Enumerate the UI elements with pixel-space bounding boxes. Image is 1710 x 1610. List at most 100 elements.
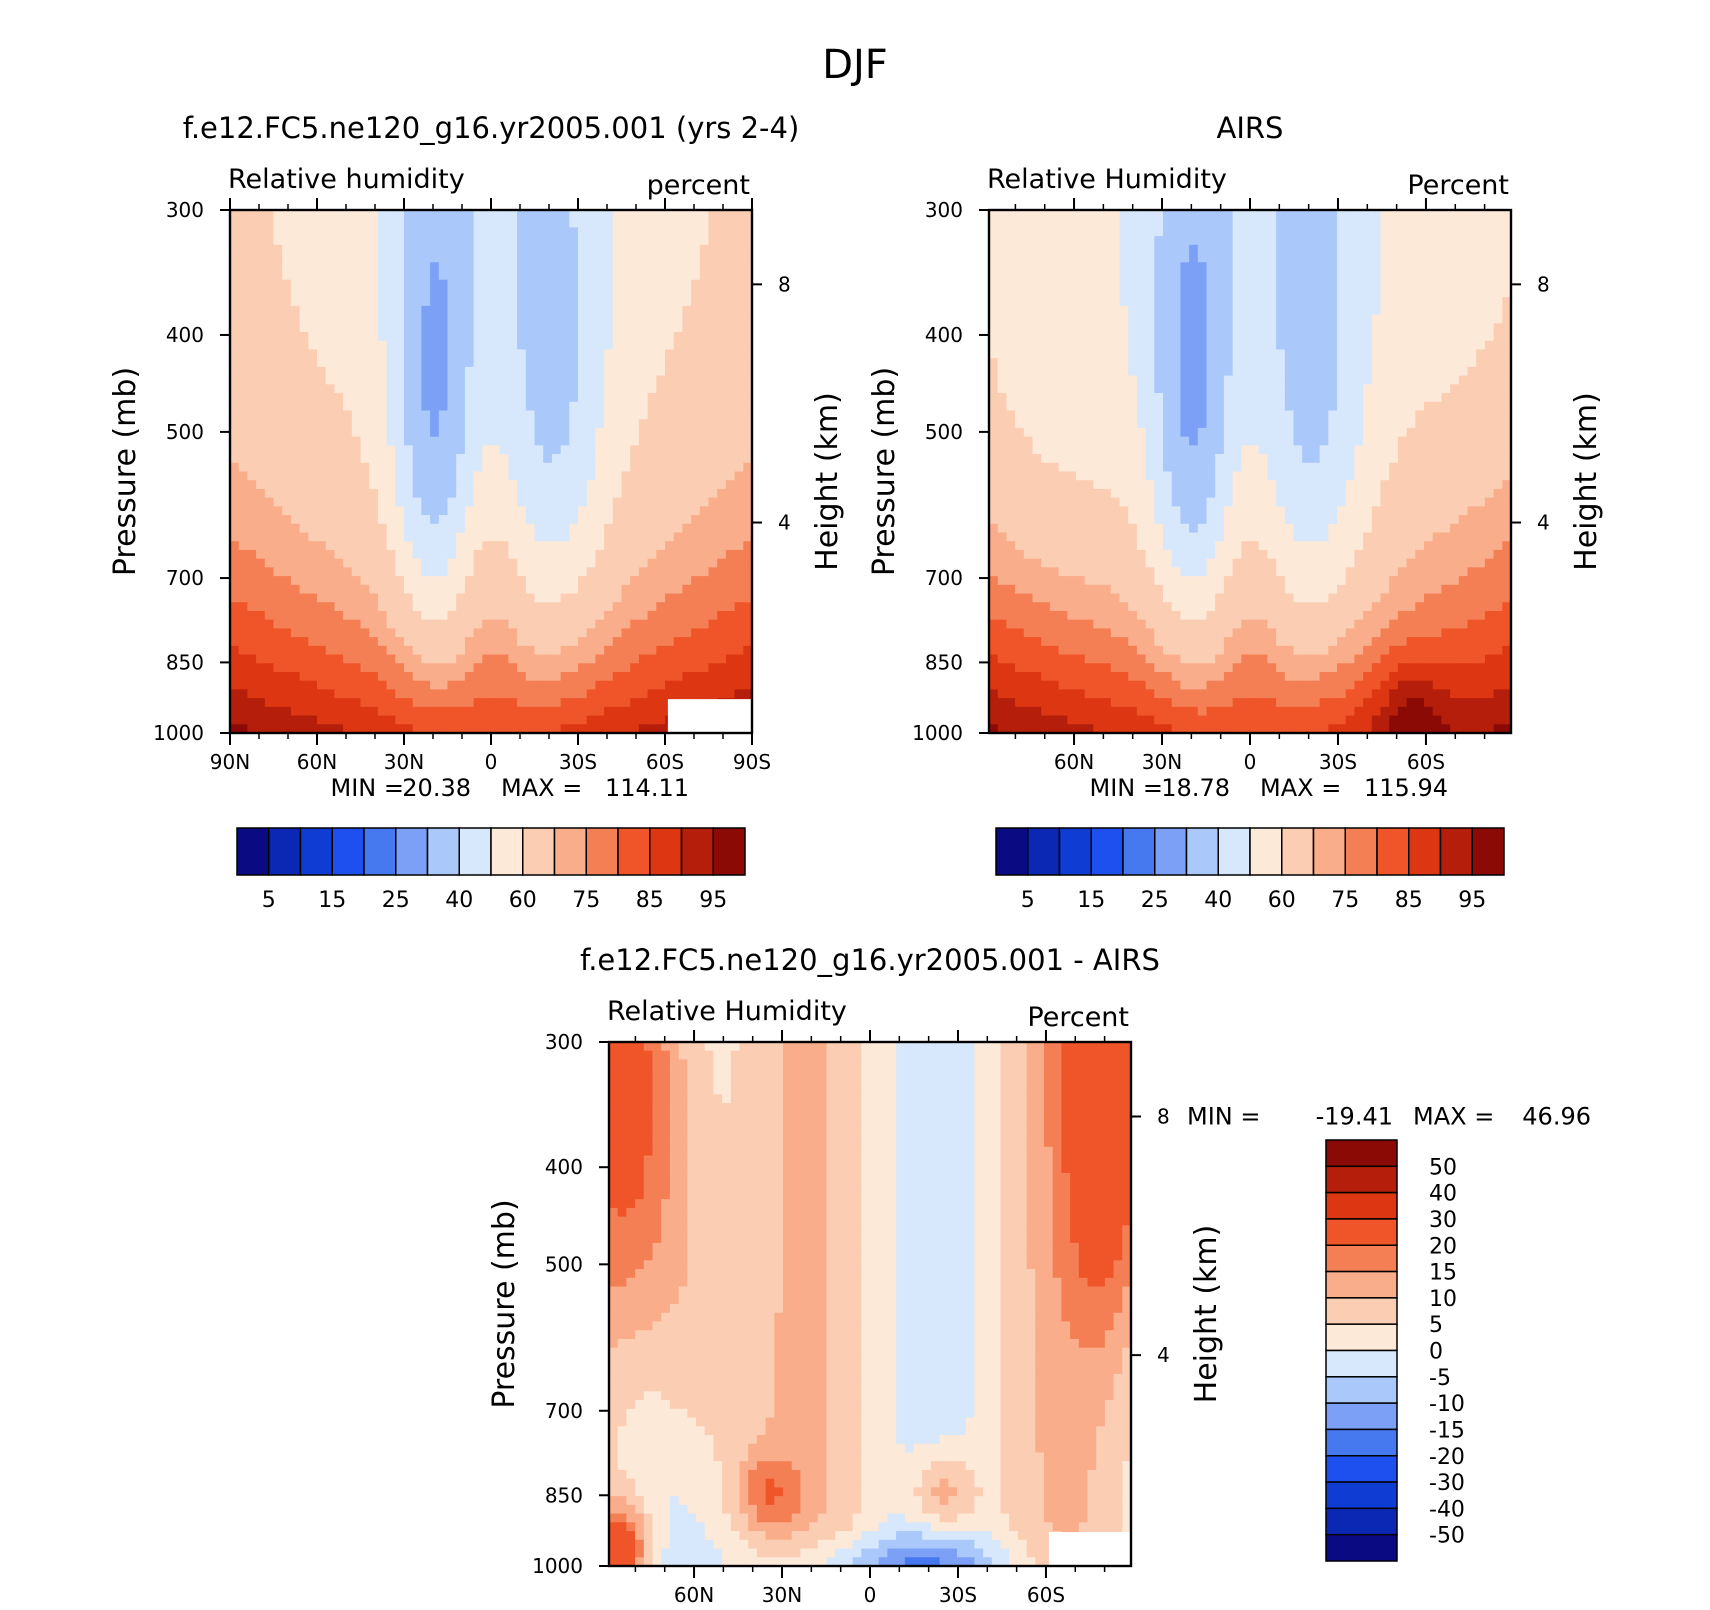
contour-cell — [438, 471, 449, 481]
contour-cell — [317, 549, 327, 560]
contour-cell — [395, 558, 405, 568]
contour-cell — [343, 689, 353, 699]
contour-cell — [491, 366, 501, 377]
contour-cell — [682, 462, 692, 473]
contour-cell — [1502, 210, 1512, 220]
contour-cell — [1458, 375, 1469, 385]
contour-cell — [604, 288, 614, 298]
contour-cell — [343, 541, 353, 551]
contour-cell — [691, 576, 701, 586]
contour-cell — [1363, 323, 1373, 333]
contour-cell — [273, 358, 283, 368]
contour-cell — [343, 401, 353, 412]
contour-cell — [351, 419, 362, 429]
contour-cell — [989, 332, 999, 342]
contour-cell — [325, 384, 335, 394]
contour-cell — [325, 558, 335, 568]
contour-cell — [1389, 253, 1399, 263]
contour-cell — [1215, 393, 1225, 403]
contour-cell — [464, 584, 475, 595]
contour-cell — [1345, 323, 1355, 333]
contour-cell — [989, 253, 999, 263]
contour-cell — [1432, 288, 1442, 298]
contour-cell — [230, 393, 240, 403]
contour-cell — [369, 488, 379, 499]
contour-cell — [551, 427, 562, 438]
contour-cell — [369, 271, 379, 281]
contour-cell — [595, 253, 605, 263]
contour-cell — [1293, 305, 1303, 316]
contour-cell — [290, 724, 301, 734]
contour-cell — [404, 654, 414, 664]
contour-cell — [525, 706, 536, 717]
contour-cell — [421, 288, 431, 298]
contour-cell — [438, 671, 449, 682]
contour-cell — [1328, 253, 1338, 263]
contour-cell — [325, 236, 335, 246]
contour-cell — [1171, 384, 1181, 394]
contour-field — [989, 210, 1512, 734]
contour-cell — [595, 445, 605, 455]
contour-cell — [464, 436, 475, 446]
contour-cell — [404, 706, 414, 717]
contour-cell — [604, 671, 614, 682]
contour-cell — [1293, 244, 1303, 255]
contour-cell — [247, 340, 257, 351]
contour-cell — [1371, 323, 1382, 333]
contour-cell — [525, 593, 536, 603]
contour-cell — [673, 401, 683, 412]
contour-cell — [1223, 227, 1234, 237]
contour-cell — [1136, 244, 1147, 255]
contour-cell — [734, 236, 744, 246]
contour-cell — [1110, 227, 1121, 237]
contour-cell — [525, 523, 536, 534]
contour-cell — [647, 724, 657, 734]
contour-cell — [447, 262, 457, 272]
contour-cell — [543, 610, 553, 621]
contour-cell — [543, 366, 553, 377]
contour-cell — [1232, 393, 1242, 403]
contour-cell — [1110, 288, 1121, 298]
contour-cell — [447, 724, 457, 734]
contour-cell — [308, 271, 318, 281]
contour-cell — [386, 305, 396, 316]
contour-cell — [604, 549, 614, 560]
contour-cell — [725, 654, 736, 664]
contour-cell — [438, 384, 449, 394]
contour-cell — [1241, 244, 1251, 255]
contour-cell — [369, 506, 379, 516]
contour-cell — [612, 332, 623, 342]
contour-cell — [1424, 314, 1434, 324]
contour-cell — [1058, 366, 1068, 377]
contour-cell — [1189, 393, 1199, 403]
contour-cell — [1345, 349, 1355, 359]
contour-cell — [578, 227, 588, 237]
contour-cell — [630, 332, 640, 342]
contour-cell — [673, 497, 683, 507]
contour-cell — [595, 706, 605, 717]
contour-cell — [1241, 279, 1251, 290]
contour-cell — [499, 262, 509, 272]
contour-cell — [1397, 262, 1408, 272]
contour-cell — [604, 497, 614, 507]
contour-cell — [299, 497, 309, 507]
contour-cell — [351, 271, 362, 281]
contour-cell — [1380, 236, 1390, 246]
contour-cell — [1154, 218, 1164, 229]
contour-cell — [578, 567, 588, 577]
contour-cell — [386, 436, 396, 446]
contour-cell — [560, 515, 570, 525]
contour-cell — [1093, 332, 1103, 342]
contour-cell — [360, 236, 370, 246]
contour-cell — [464, 654, 475, 664]
contour-cell — [491, 454, 501, 464]
contour-cell — [299, 323, 309, 333]
contour-cell — [282, 567, 292, 577]
contour-cell — [247, 262, 257, 272]
contour-cell — [412, 689, 422, 699]
contour-cell — [551, 227, 562, 237]
contour-cell — [1049, 340, 1060, 351]
contour-cell — [230, 619, 240, 629]
contour-cell — [325, 715, 335, 725]
contour-cell — [656, 558, 666, 568]
